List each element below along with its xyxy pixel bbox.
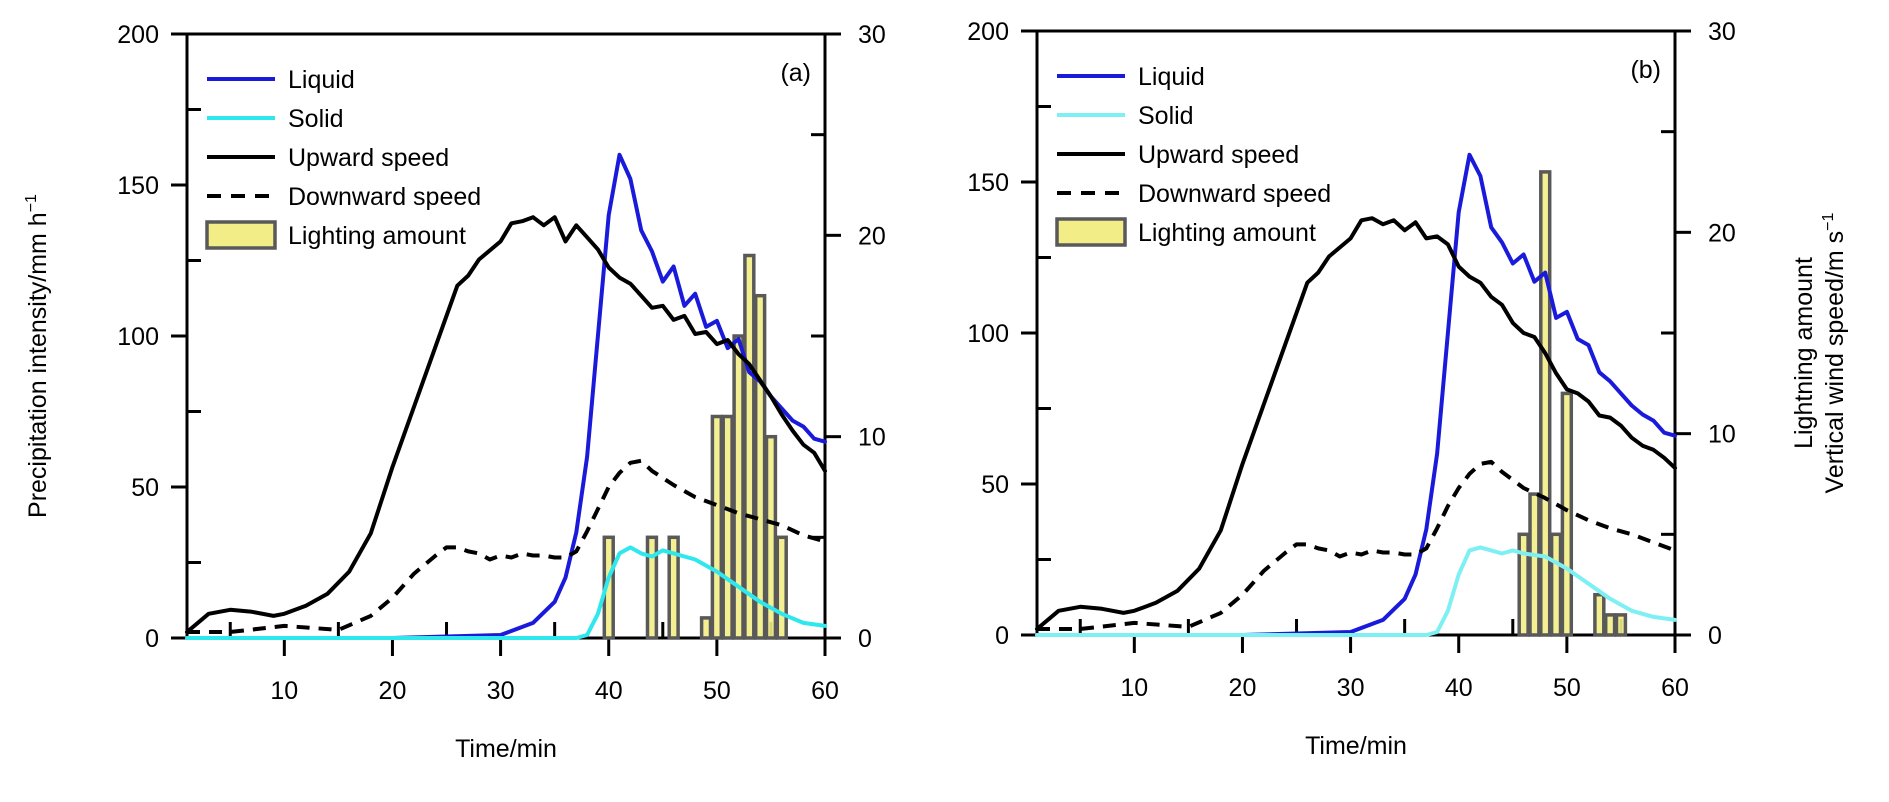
x-tick-label: 50 — [1553, 674, 1581, 702]
legend-label: Liquid — [288, 66, 355, 94]
series-line-liquid — [1035, 152, 1677, 637]
x-axis-title: Time/min — [455, 735, 557, 763]
series-line-upward-speed — [185, 215, 827, 634]
panel-label: (b) — [1630, 56, 1661, 84]
x-tick-label: 60 — [811, 677, 839, 705]
x-tick-label: 10 — [1120, 674, 1148, 702]
lightning-bar — [753, 293, 767, 640]
lightning-bar — [1614, 613, 1628, 637]
series-line-downward-speed — [1037, 459, 1676, 631]
right-y-axis-title-line2: Vertical wind speed/m s−1 — [1820, 212, 1849, 493]
legend-label: Lighting amount — [288, 222, 466, 250]
right-y-tick-label: 20 — [858, 222, 886, 250]
lightning-bar — [732, 334, 745, 640]
right-y-tick-label: 10 — [858, 424, 886, 452]
left-y-tick-label: 0 — [145, 625, 159, 653]
left-y-tick-label: 100 — [967, 320, 1009, 348]
x-tick-label: 20 — [1229, 674, 1257, 702]
lightning-bar — [1593, 592, 1606, 637]
lightning-bar — [1603, 613, 1617, 637]
lightning-bar — [1539, 170, 1552, 637]
right-y-tick-label: 10 — [1708, 421, 1736, 449]
right-y-tick-label: 20 — [1708, 219, 1736, 247]
legend-label: Downward speed — [288, 183, 481, 211]
legend-label: Liquid — [1138, 63, 1205, 91]
x-tick-label: 30 — [487, 677, 515, 705]
series-line-solid — [185, 545, 827, 640]
left-y-tick-label: 200 — [117, 21, 159, 49]
right-y-tick-label: 30 — [1708, 18, 1736, 46]
left-y-tick-label: 0 — [995, 622, 1009, 650]
legend-label: Upward speed — [288, 144, 449, 172]
left-y-tick-label: 100 — [117, 323, 159, 351]
lightning-bar — [775, 535, 788, 640]
x-tick-label: 20 — [379, 677, 407, 705]
plot-frame — [1035, 29, 1677, 637]
series-line-upward-speed — [1035, 216, 1677, 631]
legend-label: Solid — [288, 105, 344, 133]
left-y-tick-label: 50 — [981, 471, 1009, 499]
lightning-bar — [1560, 391, 1574, 637]
legend-label: Solid — [1138, 102, 1194, 130]
legend-swatch-lighting-amount — [205, 220, 277, 250]
legend-label: Downward speed — [1138, 180, 1331, 208]
lightning-bar — [1528, 492, 1541, 637]
legend-label: Lighting amount — [1138, 219, 1316, 247]
series-line-solid — [1035, 545, 1677, 637]
lightning-bar — [710, 414, 724, 640]
right-y-tick-label: 0 — [1708, 622, 1722, 650]
lightning-bar — [743, 253, 756, 640]
lightning-bar — [764, 434, 778, 640]
left-y-tick-label: 150 — [967, 169, 1009, 197]
x-axis-title: Time/min — [1305, 732, 1407, 760]
lightning-bar — [645, 535, 659, 640]
right-y-tick-label: 0 — [858, 625, 872, 653]
legend-label: Upward speed — [1138, 141, 1299, 169]
chart-panel-2: 0 50 100 150 200 0 10 20 30 10 20 30 40 50 60 Time/min (… — [967, 18, 1736, 760]
x-tick-label: 40 — [1445, 674, 1473, 702]
legend-swatch-lighting-amount — [1055, 217, 1127, 247]
panel-label: (a) — [780, 59, 811, 87]
left-y-axis-title: Precipitation intensity/mm h−1 — [23, 194, 52, 518]
left-y-tick-label: 50 — [131, 474, 159, 502]
chart-panel-1: 0 50 100 150 200 0 10 20 30 10 20 30 40 50 60 Time/min (… — [117, 21, 886, 763]
left-y-tick-label: 200 — [967, 18, 1009, 46]
x-tick-label: 60 — [1661, 674, 1689, 702]
right-y-axis-title-line1: Lightning amount — [1790, 257, 1818, 449]
series-line-downward-speed — [187, 458, 826, 634]
lightning-bar — [699, 616, 713, 640]
x-tick-label: 30 — [1337, 674, 1365, 702]
lightning-bar — [721, 414, 734, 640]
x-tick-label: 50 — [703, 677, 731, 705]
left-y-tick-label: 150 — [117, 172, 159, 200]
lightning-bar — [1517, 532, 1530, 637]
right-y-tick-label: 30 — [858, 21, 886, 49]
x-tick-label: 40 — [595, 677, 623, 705]
x-tick-label: 10 — [270, 677, 298, 705]
lightning-bar — [1549, 532, 1563, 637]
lightning-bar — [667, 535, 680, 640]
